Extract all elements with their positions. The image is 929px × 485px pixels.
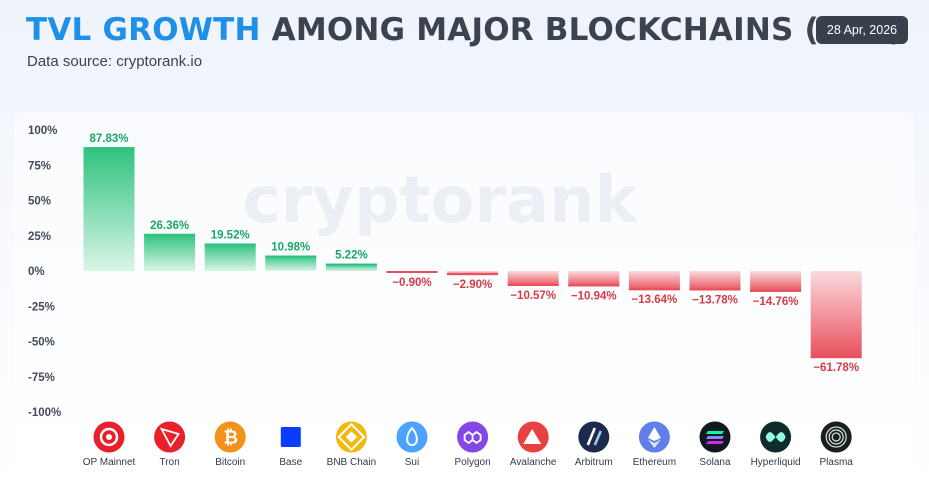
y-tick-label: 0% — [28, 266, 45, 278]
data-source-subtitle: Data source: cryptorank.io — [27, 53, 203, 70]
category-label: Bitcoin — [215, 457, 245, 468]
bar-cap — [628, 288, 680, 291]
svg-text:₿: ₿ — [223, 428, 238, 448]
bar-cap — [447, 273, 499, 276]
y-axis: 100% 75% 50% 25% 0% -25% -50% -75% -100% — [28, 125, 61, 419]
plasma-icon — [820, 421, 852, 453]
y-tick-label: -50% — [28, 337, 55, 349]
op-mainnet-icon — [93, 421, 125, 453]
polygon-icon — [457, 421, 489, 453]
data-label: −10.57% — [510, 290, 556, 302]
data-label: 87.83% — [89, 133, 128, 145]
bar-avalanche — [507, 271, 559, 286]
data-label: −0.90% — [392, 277, 431, 289]
bars — [83, 147, 862, 359]
bar-cap — [750, 289, 802, 292]
y-tick-label: -75% — [28, 372, 55, 384]
y-tick-label: -25% — [28, 301, 55, 313]
bar-cap — [386, 271, 438, 273]
sui-icon — [396, 421, 428, 453]
bar-cap — [204, 243, 256, 246]
bar-base — [265, 255, 317, 271]
bar-solana — [689, 271, 741, 291]
bar-plasma — [810, 271, 862, 359]
bar-cap — [810, 356, 862, 359]
bar-cap — [325, 263, 377, 266]
category-label: Polygon — [455, 457, 491, 468]
data-label: 26.36% — [150, 220, 189, 232]
bar-polygon — [447, 271, 499, 276]
bitcoin-icon: ₿ — [214, 421, 246, 453]
bar-bnb-chain — [325, 263, 377, 271]
bar-tron — [144, 233, 196, 271]
data-label: −61.78% — [813, 362, 859, 374]
arbitrum-icon — [578, 421, 610, 453]
category-label: Ethereum — [633, 457, 676, 468]
title-highlight: TVL GROWTH — [26, 12, 261, 48]
y-tick-label: 75% — [28, 160, 51, 172]
bar-cap — [568, 284, 620, 287]
data-label: 5.22% — [335, 250, 368, 262]
category-label: Sui — [405, 457, 419, 468]
category-label: OP Mainnet — [83, 457, 136, 468]
data-label: −10.94% — [571, 290, 617, 302]
data-label: −13.78% — [692, 294, 738, 306]
data-label: 19.52% — [211, 229, 250, 241]
bar-arbitrum — [568, 271, 620, 287]
category-label: Base — [279, 457, 302, 468]
data-label: −2.90% — [453, 279, 492, 291]
category-label: Solana — [699, 457, 731, 468]
y-tick-label: 25% — [28, 231, 51, 243]
category-label: Arbitrum — [575, 457, 613, 468]
chart-title: TVL GROWTH AMONG MAJOR BLOCKCHAINS (30D) — [26, 12, 903, 48]
bnb-chain-icon — [335, 421, 367, 453]
category-label: Tron — [159, 457, 179, 468]
base-icon — [280, 427, 301, 447]
bar-bitcoin — [204, 243, 256, 271]
category-label: Avalanche — [510, 457, 557, 468]
y-tick-label: 100% — [28, 125, 57, 137]
bar-cap — [265, 255, 317, 258]
title-rest: AMONG MAJOR BLOCKCHAINS (30D) — [271, 12, 903, 48]
data-labels: 87.83% 26.36% 19.52% 10.98% 5.22% −0.90% −2.90… — [89, 133, 859, 374]
ethereum-icon — [638, 421, 670, 453]
bar-cap — [507, 283, 559, 286]
data-label: 10.98% — [271, 242, 310, 254]
avalanche-icon — [517, 421, 549, 453]
y-tick-label: -100% — [28, 407, 61, 419]
bar-ethereum — [628, 271, 680, 291]
category-label: BNB Chain — [327, 457, 376, 468]
category-labels: OP Mainnet Tron Bitcoin Base BNB Chain Sui Pol… — [83, 457, 854, 468]
category-label: Plasma — [820, 457, 854, 468]
bar-hyperliquid — [750, 271, 802, 292]
category-label: Hyperliquid — [751, 457, 801, 468]
solana-icon — [699, 421, 731, 453]
data-label: −13.64% — [632, 294, 678, 306]
y-tick-label: 50% — [28, 196, 51, 208]
bar-op-mainnet — [83, 147, 135, 271]
hyperliquid-icon — [760, 421, 792, 453]
chart-card — [14, 112, 914, 477]
category-icons: ₿ — [93, 421, 852, 453]
bar-cap — [689, 288, 741, 291]
bar-cap — [144, 233, 196, 236]
bar-cap — [83, 147, 135, 150]
watermark: cryptorank — [243, 164, 639, 238]
date-badge: 28 Apr, 2026 — [816, 16, 908, 44]
tron-icon — [154, 421, 186, 453]
data-label: −14.76% — [753, 296, 799, 308]
